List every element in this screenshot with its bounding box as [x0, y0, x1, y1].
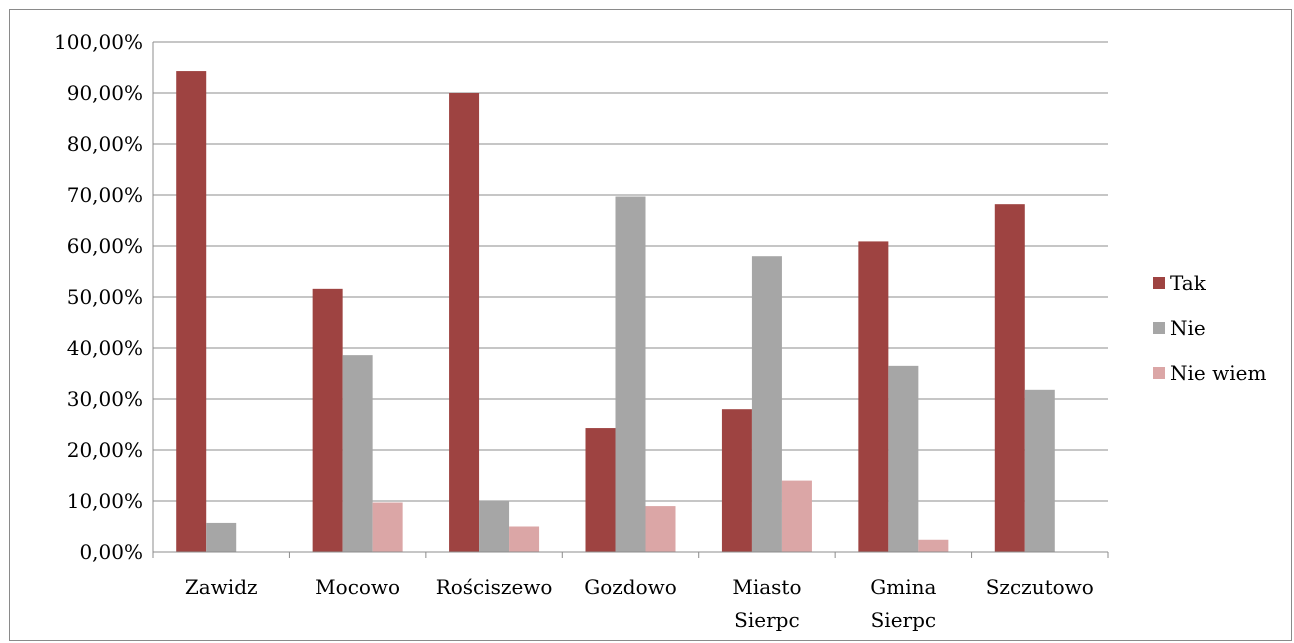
- y-tick-label: 0,00%: [79, 540, 143, 564]
- legend-swatch: [1153, 367, 1165, 379]
- x-category-label: Sierpc: [871, 608, 937, 632]
- bar-nie-wiem: [645, 506, 676, 552]
- y-tick-label: 70,00%: [67, 183, 143, 207]
- bar-tak: [585, 428, 616, 552]
- legend-swatch: [1153, 277, 1165, 289]
- y-tick-label: 40,00%: [67, 336, 143, 360]
- y-tick-label: 80,00%: [67, 132, 143, 156]
- x-category-label: Gmina: [870, 575, 936, 599]
- x-category-label: Miasto: [732, 575, 801, 599]
- legend-label: Nie: [1170, 316, 1206, 340]
- bars: [176, 71, 1055, 552]
- bar-nie: [206, 522, 237, 552]
- y-tick-label: 10,00%: [67, 489, 143, 513]
- legend-label: Tak: [1170, 271, 1207, 295]
- bar-tak: [312, 288, 343, 552]
- y-axis-ticks: 0,00% 10,00% 20,00% 30,00% 40,00% 50,00% 60,00…: [54, 30, 143, 564]
- bar-nie: [342, 355, 373, 552]
- legend-swatch: [1153, 322, 1165, 334]
- x-category-label: Szczutowo: [986, 575, 1094, 599]
- x-axis: [152, 551, 1109, 558]
- x-category-label: Mocowo: [315, 575, 400, 599]
- bar-nie-wiem: [509, 526, 540, 552]
- bar-nie: [888, 365, 919, 552]
- bar-nie-wiem: [372, 502, 403, 552]
- bar-tak: [449, 93, 480, 552]
- bar-nie-wiem: [781, 480, 812, 552]
- y-tick-label: 100,00%: [54, 30, 143, 54]
- y-tick-label: 30,00%: [67, 387, 143, 411]
- y-tick-label: 90,00%: [67, 81, 143, 105]
- y-tick-label: 60,00%: [67, 234, 143, 258]
- legend: Tak Nie Nie wiem: [1153, 271, 1266, 385]
- y-tick-label: 50,00%: [67, 285, 143, 309]
- x-category-label: Sierpc: [734, 608, 800, 632]
- x-category-label: Rościszewo: [436, 575, 553, 599]
- x-category-label: Zawidz: [185, 575, 258, 599]
- bar-tak: [176, 71, 207, 552]
- gridlines: [152, 41, 1108, 552]
- x-axis-labels: Zawidz Mocowo Rościszewo Gozdowo Miasto Sierp…: [185, 575, 1094, 632]
- bar-tak: [858, 241, 889, 552]
- bar-nie: [751, 256, 782, 552]
- x-category-label: Gozdowo: [584, 575, 677, 599]
- bar-nie-wiem: [918, 539, 949, 552]
- y-tick-label: 20,00%: [67, 438, 143, 462]
- bar-tak: [994, 204, 1025, 552]
- bar-nie: [1024, 389, 1055, 552]
- bar-nie: [615, 196, 646, 552]
- legend-label: Nie wiem: [1170, 361, 1266, 385]
- bar-tak: [721, 409, 752, 552]
- bar-nie: [479, 501, 510, 552]
